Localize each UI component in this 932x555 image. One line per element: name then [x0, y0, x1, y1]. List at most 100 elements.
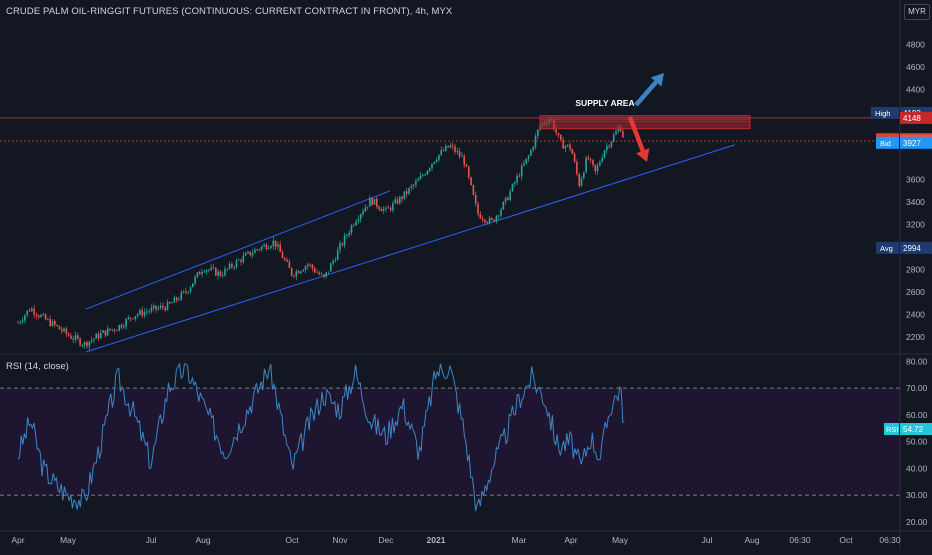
- candle-body: [164, 307, 166, 311]
- candle-body: [150, 307, 153, 312]
- candle-body: [254, 249, 256, 254]
- candle-body: [40, 315, 42, 318]
- candle-body: [17, 322, 19, 324]
- candle-body: [100, 332, 102, 339]
- candle-body: [123, 326, 125, 328]
- candle-body: [408, 188, 410, 194]
- candle-body: [210, 267, 212, 270]
- candle-body: [534, 136, 537, 147]
- currency-badge[interactable]: MYR: [904, 4, 930, 20]
- candle-body: [226, 268, 229, 270]
- candle-body: [599, 161, 601, 166]
- candle-body: [187, 291, 189, 293]
- candle-body: [511, 183, 514, 192]
- price-label-name: High: [875, 109, 890, 118]
- candle-body: [396, 199, 399, 204]
- candle-body: [228, 263, 231, 269]
- candle-body: [523, 163, 525, 166]
- candle-body: [288, 261, 291, 268]
- candle-body: [159, 305, 162, 308]
- candle-body: [231, 263, 233, 268]
- channel-lower-line: [85, 144, 736, 353]
- price-tick-label: 2200: [906, 332, 925, 342]
- time-axis-label: 06:30: [789, 535, 811, 545]
- time-axis-label: Jul: [146, 535, 157, 545]
- candle-body: [555, 129, 557, 133]
- candle-body: [376, 198, 378, 207]
- candle-body: [580, 178, 583, 187]
- candle-body: [247, 251, 249, 254]
- candle-body: [428, 168, 431, 171]
- candle-body: [573, 153, 576, 162]
- candle-body: [31, 308, 33, 312]
- candle-body: [417, 179, 419, 182]
- candle-body: [472, 185, 475, 196]
- supply-area-box: [539, 115, 751, 130]
- candle-body: [456, 151, 459, 153]
- candle-body: [449, 145, 452, 148]
- time-axis-label: Nov: [332, 535, 348, 545]
- price-label-box: [900, 111, 932, 124]
- candle-body: [33, 308, 35, 315]
- candle-body: [583, 172, 585, 179]
- candle-body: [359, 214, 362, 220]
- time-axis-label: Dec: [378, 535, 394, 545]
- candle-body: [141, 310, 143, 316]
- candle-body: [192, 283, 194, 288]
- candle-body: [95, 333, 97, 339]
- candle-body: [353, 225, 355, 226]
- price-label-value: 2994: [903, 244, 921, 253]
- candle-body: [60, 329, 63, 332]
- candle-body: [486, 222, 488, 223]
- candle-body: [162, 305, 164, 308]
- candle-body: [279, 244, 281, 252]
- rsi-tick-label: 20.00: [906, 517, 928, 527]
- candle-body: [426, 170, 429, 175]
- candle-body: [343, 235, 346, 246]
- candle-body: [371, 197, 373, 205]
- candle-body: [54, 321, 56, 325]
- candle-body: [560, 134, 562, 140]
- candle-body: [152, 305, 155, 308]
- candle-body: [557, 132, 560, 135]
- candle-body: [346, 235, 348, 236]
- candle-body: [307, 264, 309, 267]
- candle-body: [249, 251, 252, 256]
- candle-body: [502, 201, 505, 210]
- candle-body: [387, 207, 390, 209]
- candle-body: [58, 325, 61, 330]
- price-tick-label: 2400: [906, 310, 925, 320]
- candle-body: [90, 340, 93, 342]
- price-tick-label: 4600: [906, 62, 925, 72]
- candle-body: [277, 244, 279, 247]
- candle-body: [606, 145, 608, 151]
- candle-body: [295, 271, 298, 277]
- candle-body: [258, 249, 261, 251]
- candle-body: [88, 341, 91, 347]
- arrow-down-icon: [627, 116, 650, 162]
- rsi-band: [0, 388, 900, 496]
- candle-body: [516, 175, 518, 183]
- candle-body: [576, 161, 578, 174]
- time-axis-label: May: [60, 535, 77, 545]
- candle-body: [491, 218, 493, 220]
- candle-body: [148, 311, 150, 313]
- candle-body: [530, 150, 532, 156]
- candle-body: [63, 328, 65, 332]
- candle-body: [118, 325, 120, 331]
- candle-body: [394, 199, 396, 204]
- candle-body: [233, 266, 235, 268]
- candle-body: [286, 259, 288, 262]
- candle-body: [399, 196, 401, 204]
- chart-title: CRUDE PALM OIL-RINGGIT FUTURES (CONTINUO…: [6, 6, 453, 17]
- candle-body: [143, 311, 146, 316]
- candle-body: [465, 164, 468, 167]
- candle-body: [300, 271, 302, 274]
- candle-body: [454, 146, 456, 153]
- candle-body: [389, 207, 392, 211]
- time-axis-label: Oct: [839, 535, 853, 545]
- candle-body: [334, 260, 337, 261]
- candle-body: [102, 330, 104, 333]
- candle-body: [564, 145, 567, 149]
